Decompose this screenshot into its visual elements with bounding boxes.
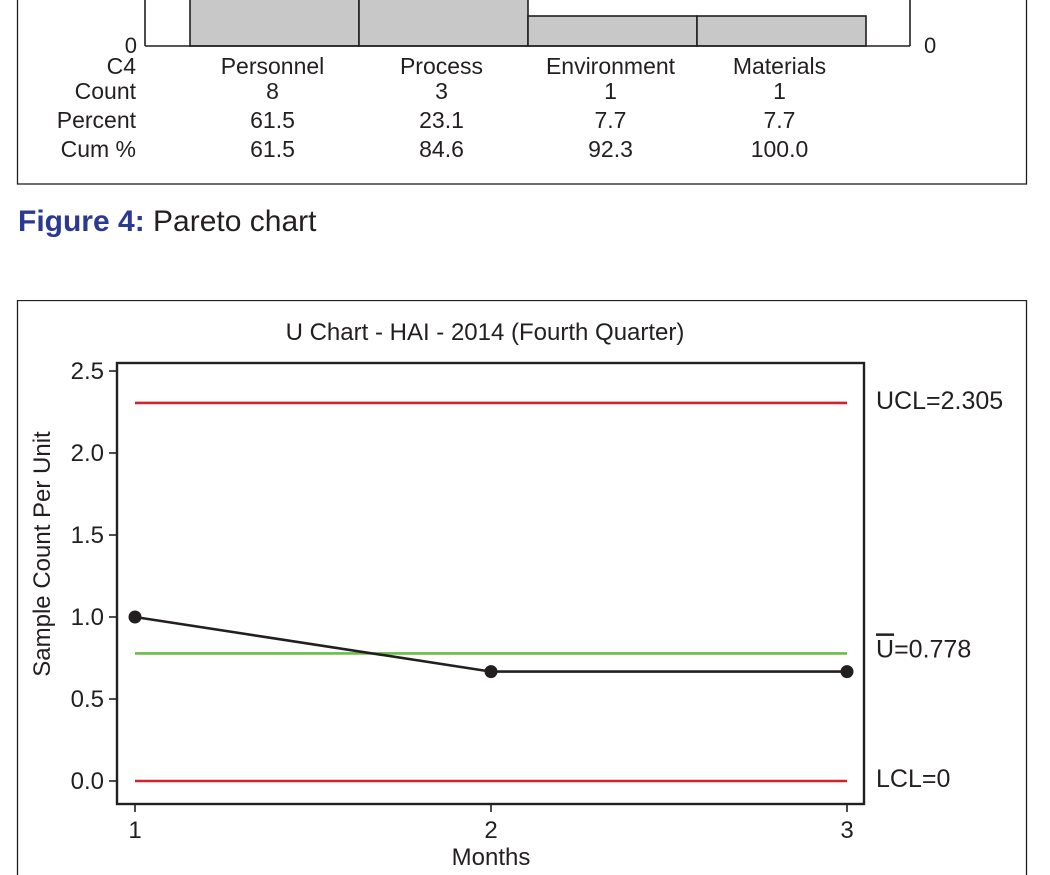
pareto-frame (16, 0, 1028, 185)
pareto-row-header: Count (75, 78, 137, 104)
pareto-category-label: Personnel (221, 53, 325, 79)
y-tick-label: 0.0 (71, 768, 104, 795)
x-tick-label: 3 (840, 817, 853, 844)
pareto-category-label: Materials (733, 53, 826, 79)
u-chart-title: U Chart - HAI - 2014 (Fourth Quarter) (286, 319, 685, 346)
pareto-cum-percent-value: 84.6 (419, 136, 464, 162)
pareto-row-header: C4 (107, 53, 137, 79)
pareto-cum-percent-value: 61.5 (250, 136, 295, 162)
u-chart: U Chart - HAI - 2014 (Fourth Quarter) 2.… (16, 300, 1028, 875)
y-tick-label: 2.5 (71, 358, 104, 385)
data-point (484, 665, 498, 679)
y-tick-label: 1.5 (71, 522, 104, 549)
pareto-cum-percent-value: 100.0 (751, 136, 809, 162)
pareto-bar (358, 0, 529, 47)
x-axis-label: Months (452, 844, 531, 871)
lcl-line-label: LCL=0 (876, 765, 950, 793)
center-line-value: =0.778 (894, 635, 971, 663)
data-series (128, 610, 854, 679)
data-point (840, 665, 854, 679)
plot-area (115, 361, 866, 806)
x-tick-label: 2 (484, 817, 497, 844)
pareto-row-header: Percent (57, 107, 137, 133)
x-tick-label: 1 (128, 817, 141, 844)
ucl-line-label: UCL=2.305 (876, 387, 1003, 415)
pareto-bar (696, 15, 867, 47)
center-line-label: U=0.778 (876, 635, 971, 663)
pareto-row-header: Cum % (61, 136, 136, 162)
pareto-bars (189, 0, 867, 47)
pareto-category-label: Process (400, 53, 483, 79)
pareto-bar (527, 15, 698, 47)
x-axis: 1 2 3 (128, 804, 854, 844)
center-line-symbol: U (876, 635, 894, 663)
figure-title: Pareto chart (153, 205, 317, 238)
pareto-count-value: 3 (435, 78, 448, 104)
y-tick-label: 2.0 (71, 440, 104, 467)
pareto-chart: 0 0 C4 Personnel Process Environment Materia… (16, 0, 1028, 185)
pareto-count-value: 8 (266, 78, 279, 104)
pareto-table: C4 Personnel Process Environment Materials Co… (57, 53, 826, 162)
pareto-count-value: 1 (604, 78, 617, 104)
pareto-right-tick: 0 (924, 33, 936, 58)
y-tick-label: 1.0 (71, 604, 104, 631)
y-axis-label: Sample Count Per Unit (29, 431, 56, 677)
y-tick-label: 0.5 (71, 686, 104, 713)
pareto-cum-percent-value: 92.3 (588, 136, 633, 162)
pareto-count-value: 1 (773, 78, 786, 104)
control-lines: UCL=2.305 U=0.778 LCL=0 (135, 387, 1003, 793)
pareto-percent-value: 7.7 (595, 107, 627, 133)
u-chart-frame (16, 300, 1028, 875)
pareto-bar (189, 0, 360, 47)
pareto-percent-value: 7.7 (764, 107, 796, 133)
pareto-category-label: Environment (546, 53, 676, 79)
pareto-percent-value: 61.5 (250, 107, 295, 133)
pareto-left-tick: 0 (125, 33, 137, 58)
figure-caption: Figure 4: Pareto chart (18, 204, 316, 240)
data-point (128, 610, 142, 624)
pareto-percent-value: 23.1 (419, 107, 464, 133)
y-axis: 2.5 2.0 1.5 1.0 0.5 0.0 (71, 358, 117, 795)
series-line (134, 615, 847, 673)
figure-label: Figure 4: (18, 205, 145, 238)
